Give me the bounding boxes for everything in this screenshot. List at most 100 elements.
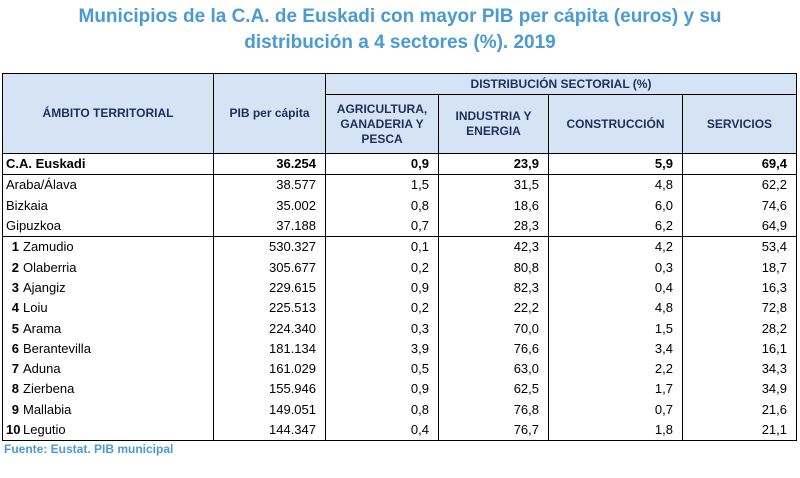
table-row: Gipuzkoa 37.188 0,7 28,3 6,2 64,9 [2,215,797,237]
title-line-2: distribución a 4 sectores (%). 2019 [244,32,556,53]
cell-servicios: 18,7 [682,257,797,278]
cell-construccion: 3,4 [548,338,683,359]
cell-agricultura: 0,9 [325,379,439,400]
territory-name: Mallabia [23,401,72,417]
header-construccion: CONSTRUCCIÓN [548,94,683,154]
cell-agricultura: 1,5 [325,174,439,196]
cell-pib: 181.134 [213,338,326,359]
table-row: 9 Mallabia 149.051 0,8 76,8 0,7 21,6 [2,399,797,420]
table-row: Araba/Álava 38.577 1,5 31,5 4,8 62,2 [2,174,797,196]
cell-construccion: 0,3 [548,257,683,278]
cell-agricultura: 0,8 [325,399,439,420]
header-agricultura: AGRICULTURA, GANADERIA Y PESCA [325,94,439,154]
cell-ambito: 1 Zamudio [2,236,214,258]
territory-name: Zierbena [23,381,75,397]
cell-servicios: 21,1 [682,419,797,442]
territory-name: C.A. Euskadi [6,156,86,172]
cell-industria: 76,7 [438,419,549,442]
cell-industria: 28,3 [438,215,549,237]
table-row: 8 Zierbena 155.946 0,9 62,5 1,7 34,9 [2,379,797,400]
cell-industria: 76,8 [438,399,549,420]
header-distribucion: DISTRIBUCIÓN SECTORIAL (%) [325,73,797,95]
cell-pib: 149.051 [213,399,326,420]
cell-ambito: Bizkaia [2,195,214,216]
cell-industria: 18,6 [438,195,549,216]
cell-construccion: 2,2 [548,358,683,380]
table-row: 10 Legutio 144.347 0,4 76,7 1,8 21,1 [2,419,797,442]
cell-servicios: 16,1 [682,338,797,359]
cell-agricultura: 0,4 [325,419,439,442]
cell-servicios: 34,9 [682,379,797,400]
table-row: C.A. Euskadi 36.254 0,9 23,9 5,9 69,4 [2,152,797,175]
cell-construccion: 0,4 [548,277,683,299]
cell-servicios: 16,3 [682,277,797,299]
cell-agricultura: 0,2 [325,257,439,278]
cell-ambito: 8 Zierbena [2,379,214,400]
cell-pib: 530.327 [213,236,326,258]
cell-servicios: 53,4 [682,236,797,258]
cell-construccion: 6,2 [548,215,683,237]
cell-industria: 70,0 [438,318,549,339]
cell-agricultura: 0,3 [325,318,439,339]
cell-pib: 36.254 [213,152,326,175]
cell-pib: 35.002 [213,195,326,216]
table-row: 3 Ajangiz 229.615 0,9 82,3 0,4 16,3 [2,277,797,299]
territory-name: Berantevilla [23,340,91,356]
header-industria: INDUSTRIA Y ENERGIA [438,94,549,154]
territory-name: Arama [23,320,62,336]
cell-servicios: 34,3 [682,358,797,380]
header-pib: PIB per cápita [213,73,326,154]
cell-pib: 161.029 [213,358,326,380]
cell-pib: 224.340 [213,318,326,339]
table-row: 2 Olaberria 305.677 0,2 80,8 0,3 18,7 [2,257,797,278]
cell-construccion: 1,5 [548,318,683,339]
rank-number: 1 [11,239,19,255]
rank-number: 6 [11,340,19,356]
table-row: 7 Aduna 161.029 0,5 63,0 2,2 34,3 [2,358,797,380]
cell-industria: 42,3 [438,236,549,258]
cell-pib: 305.677 [213,257,326,278]
table-row: 1 Zamudio 530.327 0,1 42,3 4,2 53,4 [2,236,797,258]
table-row: 5 Arama 224.340 0,3 70,0 1,5 28,2 [2,318,797,339]
cell-ambito: 2 Olaberria [2,257,214,278]
cell-construccion: 4,8 [548,298,683,319]
cell-pib: 155.946 [213,379,326,400]
territory-name: Loiu [23,300,48,316]
cell-ambito: C.A. Euskadi [2,152,214,175]
cell-ambito: 6 Berantevilla [2,338,214,359]
territory-name: Olaberria [23,259,77,275]
rank-number: 2 [11,259,19,275]
cell-servicios: 21,6 [682,399,797,420]
cell-agricultura: 0,8 [325,195,439,216]
header-servicios: SERVICIOS [682,94,797,154]
table-body: C.A. Euskadi 36.254 0,9 23,9 5,9 69,4 Araba/Ál… [2,152,797,442]
cell-agricultura: 0,9 [325,152,439,175]
cell-construccion: 0,7 [548,399,683,420]
cell-industria: 76,6 [438,338,549,359]
cell-pib: 144.347 [213,419,326,442]
cell-construccion: 1,8 [548,419,683,442]
cell-servicios: 28,2 [682,318,797,339]
table-row: 6 Berantevilla 181.134 3,9 76,6 3,4 16,1 [2,338,797,359]
cell-agricultura: 0,5 [325,358,439,380]
cell-servicios: 64,9 [682,215,797,237]
cell-ambito: Araba/Álava [2,174,214,196]
territory-name: Araba/Álava [6,177,77,193]
territory-name: Gipuzkoa [6,218,61,234]
cell-construccion: 1,7 [548,379,683,400]
cell-ambito: 4 Loiu [2,298,214,319]
cell-servicios: 74,6 [682,195,797,216]
cell-industria: 82,3 [438,277,549,299]
cell-ambito: 5 Arama [2,318,214,339]
cell-agricultura: 0,1 [325,236,439,258]
cell-agricultura: 0,2 [325,298,439,319]
cell-industria: 62,5 [438,379,549,400]
cell-servicios: 72,8 [682,298,797,319]
source-note: Fuente: Eustat. PIB municipal [4,442,174,456]
cell-ambito: 7 Aduna [2,358,214,380]
cell-construccion: 6,0 [548,195,683,216]
territory-name: Bizkaia [6,197,48,213]
cell-pib: 38.577 [213,174,326,196]
cell-pib: 229.615 [213,277,326,299]
rank-number: 8 [11,381,19,397]
